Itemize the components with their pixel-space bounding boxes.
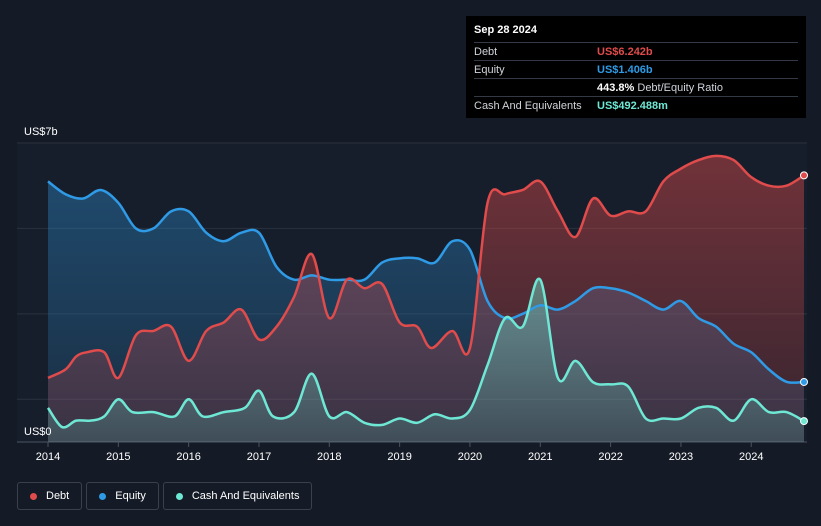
debt-dot-icon	[30, 492, 37, 500]
tooltip-value: US$492.488m	[597, 99, 668, 112]
tooltip-label: Debt	[474, 45, 498, 58]
tooltip-panel: Sep 28 2024 Debt US$6.242b Equity US$1.4…	[466, 16, 806, 118]
x-tick-label: 2016	[176, 451, 200, 463]
legend-label: Equity	[115, 490, 146, 502]
tooltip-row-cash: Cash And Equivalents US$492.488m	[474, 97, 798, 114]
legend-label: Cash And Equivalents	[191, 490, 300, 502]
tooltip-ratio-suffix: Debt/Equity Ratio	[637, 81, 723, 94]
x-tick-label: 2021	[528, 451, 552, 463]
cash-dot-icon	[175, 492, 183, 500]
tooltip-label: Equity	[474, 63, 505, 76]
legend: Debt Equity Cash And Equivalents	[17, 482, 313, 510]
tooltip-value: US$6.242b	[597, 45, 653, 58]
legend-item-debt[interactable]: Debt	[17, 482, 83, 510]
cash-line	[46, 277, 805, 429]
tooltip-row-equity: Equity US$1.406b	[474, 61, 798, 79]
cash-area	[48, 278, 804, 442]
tooltip-label: Cash And Equivalents	[474, 99, 582, 112]
legend-item-equity[interactable]: Equity	[86, 482, 159, 510]
debt-area	[48, 155, 804, 443]
series-layer	[46, 154, 808, 443]
x-tick-label: 2014	[36, 451, 60, 463]
y-axis-bottom-label: US$0	[24, 426, 52, 438]
legend-item-cash[interactable]: Cash And Equivalents	[162, 482, 313, 510]
equity-dot-icon	[99, 492, 107, 500]
tooltip-value: US$1.406b	[597, 63, 653, 76]
cash-end-point	[800, 417, 808, 426]
tooltip-row-debt: Debt US$6.242b	[474, 43, 798, 61]
x-tick-label: 2022	[598, 451, 622, 463]
tooltip-date: Sep 28 2024	[474, 24, 798, 43]
debt-end-point	[800, 171, 808, 180]
x-tick-label: 2020	[458, 451, 482, 463]
debt-line	[47, 154, 805, 380]
x-tick-label: 2018	[317, 451, 341, 463]
x-tick-label: 2015	[106, 451, 130, 463]
y-axis-top-label: US$7b	[24, 126, 58, 138]
legend-label: Debt	[46, 490, 70, 502]
equity-end-point	[800, 377, 808, 386]
tooltip-row-ratio: 443.8% Debt/Equity Ratio	[474, 79, 798, 97]
x-tick-label: 2023	[669, 451, 693, 463]
equity-line	[47, 180, 805, 384]
tooltip-ratio: 443.8% Debt/Equity Ratio	[597, 82, 723, 94]
x-axis-ticks: 2014 2015 2016 2017 2018 2019 2020 2021 2022 2023…	[36, 442, 763, 463]
x-tick-label: 2019	[387, 451, 411, 463]
x-tick-label: 2017	[247, 451, 271, 463]
tooltip-ratio-value: 443.8%	[597, 81, 635, 94]
x-tick-label: 2024	[739, 451, 763, 463]
